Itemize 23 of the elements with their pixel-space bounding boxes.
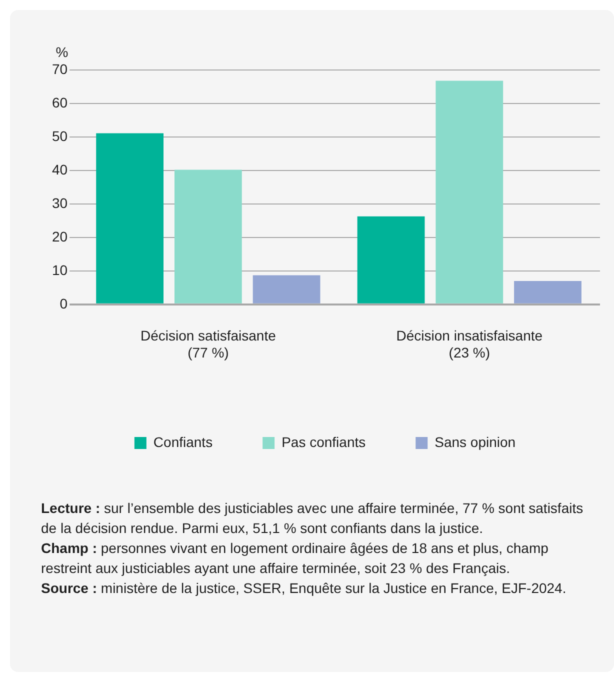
bar xyxy=(357,216,425,304)
text: Lecture : sur l’ensemble des justiciables avec une affaire terminée, 77 % sont satisfaits de la décision rendue. Parmi eux, 51,1 % sont confiants dans la justice. xyxy=(41,499,584,538)
y-tick-label: 70 xyxy=(52,60,68,77)
y-tick-label: 20 xyxy=(52,228,68,244)
y-tick-label: 10 xyxy=(52,262,68,278)
y-tick-label: 50 xyxy=(52,128,68,144)
legend-label: Sans opinion xyxy=(434,434,516,450)
y-tick-label: 0 xyxy=(60,295,68,312)
legend-label: Pas confiants xyxy=(282,434,366,450)
bar xyxy=(514,280,582,304)
bar xyxy=(436,80,504,304)
x-tick-label: Décision satisfaisante (77 %) xyxy=(140,328,276,360)
source-note: Source : ministère de la justice, SSER, Enquête sur la Justice en France, EJF-2024. xyxy=(41,579,568,598)
y-axis-title: % xyxy=(56,44,68,60)
y-tick-label: 30 xyxy=(52,194,68,211)
bar xyxy=(174,170,242,304)
y-tick-label: 60 xyxy=(52,94,68,110)
bar xyxy=(96,133,164,304)
bar xyxy=(252,275,320,304)
y-tick-label: 40 xyxy=(52,161,68,178)
x-tick-label: Décision insatisfaisante (23 %) xyxy=(396,328,543,360)
legend-label: Confiants xyxy=(153,434,213,450)
text: Champ : personnes vivant en logement ordinaire âgées de 18 ans et plus, champ restreint aux justiciables ayant une affaire terminée, soit 23 % des Français. xyxy=(41,539,550,578)
